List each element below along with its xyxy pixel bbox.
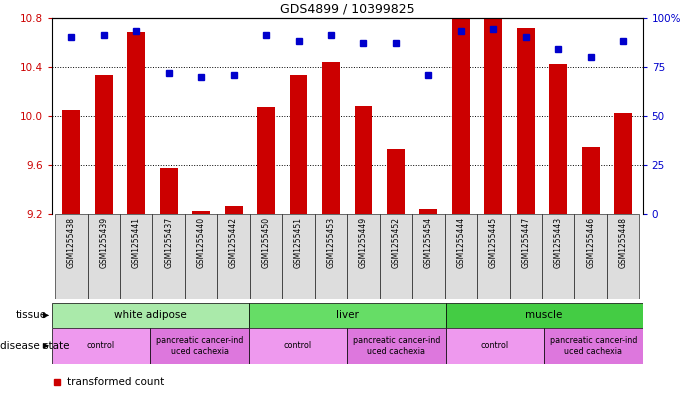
Text: GSM1255452: GSM1255452 [391, 217, 400, 268]
Bar [517, 28, 535, 214]
Text: GSM1255449: GSM1255449 [359, 217, 368, 268]
Bar [290, 75, 307, 214]
Bar [484, 15, 502, 214]
Text: GSM1255442: GSM1255442 [229, 217, 238, 268]
Text: pancreatic cancer-ind
uced cachexia: pancreatic cancer-ind uced cachexia [353, 336, 440, 356]
Text: GSM1255438: GSM1255438 [67, 217, 76, 268]
Bar [354, 106, 372, 214]
Bar [88, 214, 120, 299]
Bar [542, 214, 574, 299]
Bar [257, 107, 275, 214]
Text: GSM1255451: GSM1255451 [294, 217, 303, 268]
Text: GSM1255448: GSM1255448 [618, 217, 627, 268]
Bar [283, 214, 315, 299]
Text: GSM1255454: GSM1255454 [424, 217, 433, 268]
Text: GSM1255443: GSM1255443 [553, 217, 562, 268]
Bar [192, 211, 210, 214]
Text: control: control [284, 342, 312, 350]
Bar [379, 214, 412, 299]
Bar [120, 214, 153, 299]
Bar [52, 303, 249, 328]
Text: GSM1255439: GSM1255439 [100, 217, 108, 268]
Text: GSM1255453: GSM1255453 [326, 217, 336, 268]
Bar [52, 328, 150, 364]
Bar [614, 114, 632, 214]
Bar [582, 147, 600, 214]
Bar [150, 328, 249, 364]
Text: GSM1255450: GSM1255450 [262, 217, 271, 268]
Text: muscle: muscle [525, 310, 563, 320]
Text: GSM1255441: GSM1255441 [132, 217, 141, 268]
Text: GSM1255437: GSM1255437 [164, 217, 173, 268]
Bar [545, 328, 643, 364]
Bar [249, 303, 446, 328]
Text: GSM1255444: GSM1255444 [456, 217, 465, 268]
Text: disease state: disease state [0, 341, 70, 351]
Title: GDS4899 / 10399825: GDS4899 / 10399825 [280, 2, 415, 15]
Text: GSM1255446: GSM1255446 [586, 217, 595, 268]
Text: pancreatic cancer-ind
uced cachexia: pancreatic cancer-ind uced cachexia [550, 336, 637, 356]
Bar [446, 328, 545, 364]
Bar [419, 209, 437, 214]
Bar [95, 75, 113, 214]
Bar [153, 214, 185, 299]
Bar [315, 214, 347, 299]
Text: GSM1255447: GSM1255447 [521, 217, 530, 268]
Bar [477, 214, 509, 299]
Bar [62, 110, 80, 214]
Bar [444, 214, 477, 299]
Text: transformed count: transformed count [67, 377, 164, 387]
Bar [185, 214, 218, 299]
Text: tissue: tissue [15, 310, 47, 320]
Bar [250, 214, 283, 299]
Bar [55, 214, 88, 299]
Bar [549, 64, 567, 214]
Bar [446, 303, 643, 328]
Text: GSM1255445: GSM1255445 [489, 217, 498, 268]
Text: GSM1255440: GSM1255440 [197, 217, 206, 268]
Bar [249, 328, 347, 364]
Bar [127, 32, 145, 214]
Text: control: control [481, 342, 509, 350]
Bar [225, 206, 243, 214]
Bar [160, 167, 178, 214]
Bar [387, 149, 405, 214]
Text: liver: liver [336, 310, 359, 320]
Bar [347, 214, 379, 299]
Bar [452, 18, 470, 214]
Bar [574, 214, 607, 299]
Bar [412, 214, 444, 299]
Bar [347, 328, 446, 364]
Text: white adipose: white adipose [114, 310, 187, 320]
Bar [322, 62, 340, 214]
Bar [607, 214, 639, 299]
Text: pancreatic cancer-ind
uced cachexia: pancreatic cancer-ind uced cachexia [156, 336, 243, 356]
Bar [218, 214, 250, 299]
Bar [509, 214, 542, 299]
Text: control: control [87, 342, 115, 350]
